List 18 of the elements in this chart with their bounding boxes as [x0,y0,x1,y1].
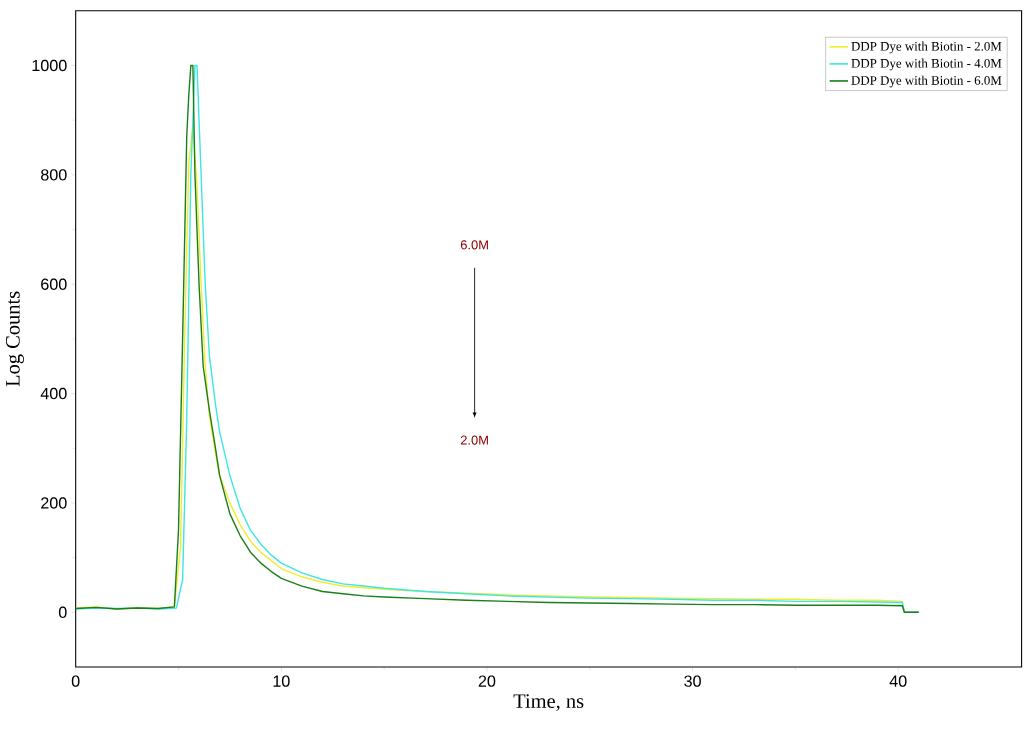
annotation: 6.0M [460,240,488,250]
y-tick-label: 800 [41,168,67,181]
x-axis-title: Time, ns [513,694,584,711]
y-axis-title: Log Counts [5,291,24,387]
x-tick-label: 10 [273,675,290,687]
y-tick-label: 200 [41,497,67,509]
x-tick-label: 30 [684,675,701,687]
legend-label: DDP Dye with Biotin - 4.0M [851,58,1002,71]
legend-label: DDP Dye with Biotin - 6.0M [851,75,1002,88]
y-tick-label: 0 [58,606,67,618]
x-tick-label: 40 [889,675,907,687]
y-tick-label: 600 [41,278,67,290]
legend-label: DDP Dye with Biotin - 2.0M [851,41,1002,54]
y-tick-label: 1000 [32,59,67,71]
x-tick-label: 0 [71,675,80,687]
annotation: 2.0M [460,435,488,445]
x-tick-label: 20 [478,675,496,687]
y-tick-label: 400 [40,387,67,400]
